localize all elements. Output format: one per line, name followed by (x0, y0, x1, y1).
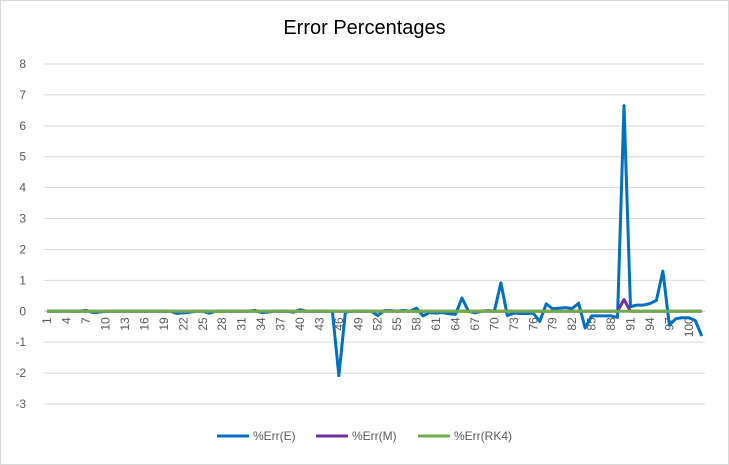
series-lines (47, 104, 704, 378)
y-tick-label: -3 (15, 397, 26, 411)
x-tick-label: 100 (682, 317, 696, 337)
y-tick-label: 6 (19, 119, 26, 133)
x-tick-label: 7 (79, 317, 93, 324)
x-tick-label: 55 (390, 317, 404, 331)
gridlines (44, 63, 705, 405)
x-tick-label: 13 (118, 317, 132, 331)
x-tick-label: 34 (254, 317, 268, 331)
y-tick-label: 8 (19, 57, 26, 71)
x-tick-label: 52 (371, 317, 385, 331)
chart-title: Error Percentages (283, 17, 446, 39)
x-tick-label: 25 (196, 317, 210, 331)
y-axis-ticks: -3 -2 -1 0 1 2 3 4 5 6 7 8 (15, 57, 26, 411)
y-tick-label: 0 (19, 304, 26, 318)
x-tick-label: 73 (507, 317, 521, 331)
y-tick-label: 3 (19, 212, 26, 226)
legend-label: %Err(E) (253, 429, 296, 443)
x-tick-label: 4 (60, 317, 74, 324)
legend: %Err(E) %Err(M) %Err(RK4) (217, 429, 512, 443)
y-tick-label: 4 (19, 181, 26, 195)
x-tick-label: 79 (546, 317, 560, 331)
y-tick-label: -1 (15, 335, 26, 349)
y-tick-label: 1 (19, 273, 26, 287)
x-axis-ticks: 1 4 7 10 13 16 19 22 25 28 31 34 37 40 43 46 49 52 55 58 61 6… (40, 317, 696, 337)
legend-label: %Err(RK4) (454, 429, 512, 443)
x-tick-label: 10 (99, 317, 113, 331)
legend-label: %Err(M) (352, 429, 397, 443)
x-tick-label: 67 (468, 317, 482, 331)
x-tick-label: 49 (351, 317, 365, 331)
series-line-err-m (47, 298, 702, 313)
series-line-err-e (47, 104, 704, 378)
x-tick-label: 64 (449, 317, 463, 331)
x-tick-label: 70 (487, 317, 501, 331)
x-tick-label: 43 (312, 317, 326, 331)
x-tick-label: 61 (429, 317, 443, 331)
y-tick-label: 2 (19, 242, 26, 256)
x-tick-label: 94 (643, 317, 657, 331)
x-tick-label: 91 (623, 317, 637, 331)
x-tick-label: 82 (565, 317, 579, 331)
x-tick-label: 1 (40, 317, 54, 324)
y-tick-label: 7 (19, 88, 26, 102)
x-tick-label: 37 (274, 317, 288, 331)
x-tick-label: 40 (293, 317, 307, 331)
x-tick-label: 22 (176, 317, 190, 331)
x-tick-label: 88 (604, 317, 618, 331)
x-tick-label: 28 (215, 317, 229, 331)
y-tick-label: 5 (19, 150, 26, 164)
y-tick-label: -2 (15, 366, 26, 380)
x-tick-label: 19 (157, 317, 171, 331)
x-tick-label: 76 (526, 317, 540, 331)
x-tick-label: 16 (137, 317, 151, 331)
x-tick-label: 58 (410, 317, 424, 331)
x-tick-label: 31 (235, 317, 249, 331)
